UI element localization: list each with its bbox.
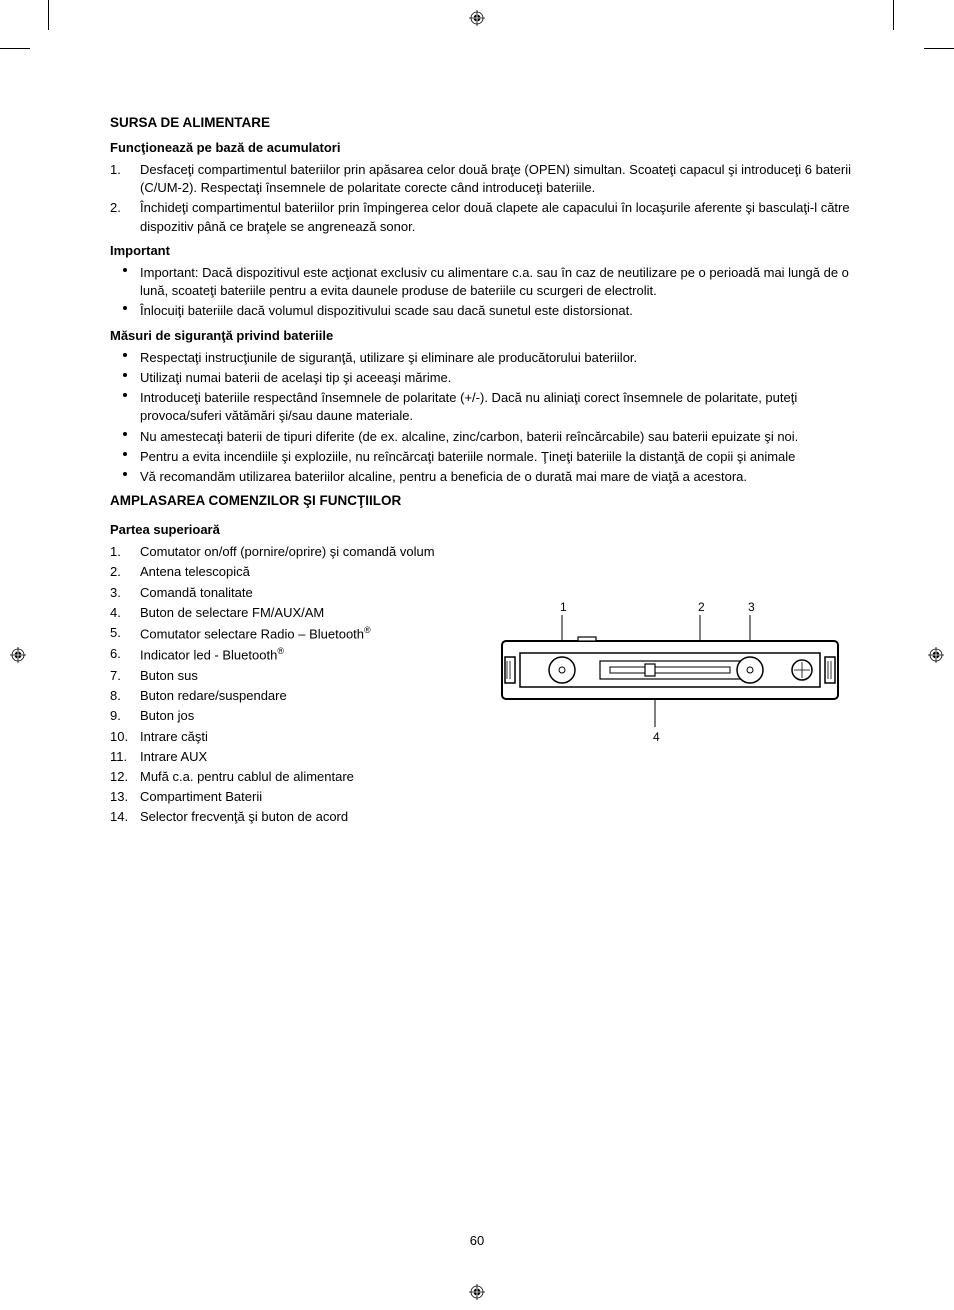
list-item: Respectaţi instrucţiunile de siguranţă, … bbox=[110, 349, 854, 367]
crop-mark bbox=[0, 48, 30, 49]
list-item: 14.Selector frecvenţă şi buton de acord bbox=[110, 808, 470, 826]
list-item: 1.Desfaceţi compartimentul bateriilor pr… bbox=[110, 161, 854, 197]
list-text: Antena telescopică bbox=[140, 563, 470, 581]
list-text: Selector frecvenţă şi buton de acord bbox=[140, 808, 470, 826]
registration-mark-icon bbox=[10, 647, 26, 663]
list-text: Vă recomandăm utilizarea bateriilor alca… bbox=[140, 468, 854, 486]
numbered-list: 1.Comutator on/off (pornire/oprire) şi c… bbox=[110, 543, 470, 826]
list-item: Important: Dacă dispozitivul este acţion… bbox=[110, 264, 854, 300]
list-text: Intrare AUX bbox=[140, 748, 470, 766]
bullet-icon bbox=[110, 448, 140, 466]
list-number: 13. bbox=[110, 788, 140, 806]
sub-heading: Important bbox=[110, 242, 854, 260]
bullet-icon bbox=[110, 369, 140, 387]
crop-mark bbox=[893, 0, 894, 30]
bullet-icon bbox=[110, 349, 140, 367]
list-text: Important: Dacă dispozitivul este acţion… bbox=[140, 264, 854, 300]
list-text: Înlocuiţi bateriile dacă volumul dispozi… bbox=[140, 302, 854, 320]
sub-heading: Partea superioară bbox=[110, 521, 470, 539]
list-number: 2. bbox=[110, 563, 140, 581]
list-item: 2.Închideţi compartimentul bateriilor pr… bbox=[110, 199, 854, 235]
crop-mark bbox=[924, 48, 954, 49]
bullet-icon bbox=[110, 302, 140, 320]
list-number: 1. bbox=[110, 543, 140, 561]
list-text: Comutator on/off (pornire/oprire) şi com… bbox=[140, 543, 470, 561]
list-text: Intrare căşti bbox=[140, 728, 470, 746]
registration-mark-icon bbox=[928, 647, 944, 663]
list-text: Compartiment Baterii bbox=[140, 788, 470, 806]
registered-symbol: ® bbox=[277, 646, 284, 656]
list-text: Comutator selectare Radio – Bluetooth® bbox=[140, 624, 470, 644]
list-text: Indicator led - Bluetooth® bbox=[140, 645, 470, 665]
list-text: Utilizaţi numai baterii de acelaşi tip ş… bbox=[140, 369, 854, 387]
list-number: 10. bbox=[110, 728, 140, 746]
list-text: Mufă c.a. pentru cablul de alimentare bbox=[140, 768, 470, 786]
list-text: Nu amestecaţi baterii de tipuri diferite… bbox=[140, 428, 854, 446]
list-text: Buton sus bbox=[140, 667, 470, 685]
list-number: 6. bbox=[110, 645, 140, 665]
list-item: 11.Intrare AUX bbox=[110, 748, 470, 766]
sub-heading: Funcţionează pe bază de acumulatori bbox=[110, 139, 854, 157]
list-item: 2.Antena telescopică bbox=[110, 563, 470, 581]
list-item: 5.Comutator selectare Radio – Bluetooth® bbox=[110, 624, 470, 644]
list-item: Nu amestecaţi baterii de tipuri diferite… bbox=[110, 428, 854, 446]
list-item: Introduceţi bateriile respectând însemne… bbox=[110, 389, 854, 425]
list-number: 14. bbox=[110, 808, 140, 826]
list-text: Închideţi compartimentul bateriilor prin… bbox=[140, 199, 854, 235]
list-text: Buton de selectare FM/AUX/AM bbox=[140, 604, 470, 622]
list-text: Desfaceţi compartimentul bateriilor prin… bbox=[140, 161, 854, 197]
list-item: 9.Buton jos bbox=[110, 707, 470, 725]
numbered-list: 1.Desfaceţi compartimentul bateriilor pr… bbox=[110, 161, 854, 236]
list-number: 7. bbox=[110, 667, 140, 685]
device-top-diagram: 1 2 3 bbox=[490, 597, 850, 747]
list-number: 1. bbox=[110, 161, 140, 197]
list-number: 8. bbox=[110, 687, 140, 705]
bullet-icon bbox=[110, 428, 140, 446]
list-text: Comandă tonalitate bbox=[140, 584, 470, 602]
list-number: 2. bbox=[110, 199, 140, 235]
diagram-label: 2 bbox=[698, 600, 705, 614]
registered-symbol: ® bbox=[364, 625, 371, 635]
bullet-icon bbox=[110, 264, 140, 300]
diagram-label: 3 bbox=[748, 600, 755, 614]
list-item: Înlocuiţi bateriile dacă volumul dispozi… bbox=[110, 302, 854, 320]
list-number: 5. bbox=[110, 624, 140, 644]
list-text: Buton redare/suspendare bbox=[140, 687, 470, 705]
list-number: 4. bbox=[110, 604, 140, 622]
sub-heading: Măsuri de siguranţă privind bateriile bbox=[110, 327, 854, 345]
list-item: 10.Intrare căşti bbox=[110, 728, 470, 746]
list-item: 1.Comutator on/off (pornire/oprire) şi c… bbox=[110, 543, 470, 561]
list-item: Pentru a evita incendiile şi exploziile,… bbox=[110, 448, 854, 466]
bullet-icon bbox=[110, 468, 140, 486]
list-item: 8.Buton redare/suspendare bbox=[110, 687, 470, 705]
list-item: 3.Comandă tonalitate bbox=[110, 584, 470, 602]
diagram-label: 4 bbox=[653, 730, 660, 744]
list-item: 12.Mufă c.a. pentru cablul de alimentare bbox=[110, 768, 470, 786]
bullet-icon bbox=[110, 389, 140, 425]
list-number: 3. bbox=[110, 584, 140, 602]
list-item: 6.Indicator led - Bluetooth® bbox=[110, 645, 470, 665]
registration-mark-icon bbox=[469, 1284, 485, 1300]
bulleted-list: Respectaţi instrucţiunile de siguranţă, … bbox=[110, 349, 854, 486]
list-item: 13.Compartiment Baterii bbox=[110, 788, 470, 806]
diagram-label: 1 bbox=[560, 600, 567, 614]
page-content: SURSA DE ALIMENTARE Funcţionează pe bază… bbox=[0, 0, 954, 832]
section-heading: AMPLASAREA COMENZILOR ŞI FUNCŢIILOR bbox=[110, 492, 854, 511]
bulleted-list: Important: Dacă dispozitivul este acţion… bbox=[110, 264, 854, 321]
list-number: 12. bbox=[110, 768, 140, 786]
list-text: Pentru a evita incendiile şi exploziile,… bbox=[140, 448, 854, 466]
list-item: Vă recomandăm utilizarea bateriilor alca… bbox=[110, 468, 854, 486]
crop-mark bbox=[48, 0, 49, 30]
list-text: Buton jos bbox=[140, 707, 470, 725]
list-number: 11. bbox=[110, 748, 140, 766]
list-text: Respectaţi instrucţiunile de siguranţă, … bbox=[140, 349, 854, 367]
list-text: Introduceţi bateriile respectând însemne… bbox=[140, 389, 854, 425]
list-number: 9. bbox=[110, 707, 140, 725]
page-number: 60 bbox=[0, 1232, 954, 1250]
section-heading: SURSA DE ALIMENTARE bbox=[110, 114, 854, 133]
registration-mark-icon bbox=[469, 10, 485, 26]
list-item: 4.Buton de selectare FM/AUX/AM bbox=[110, 604, 470, 622]
list-item: 7.Buton sus bbox=[110, 667, 470, 685]
list-item: Utilizaţi numai baterii de acelaşi tip ş… bbox=[110, 369, 854, 387]
